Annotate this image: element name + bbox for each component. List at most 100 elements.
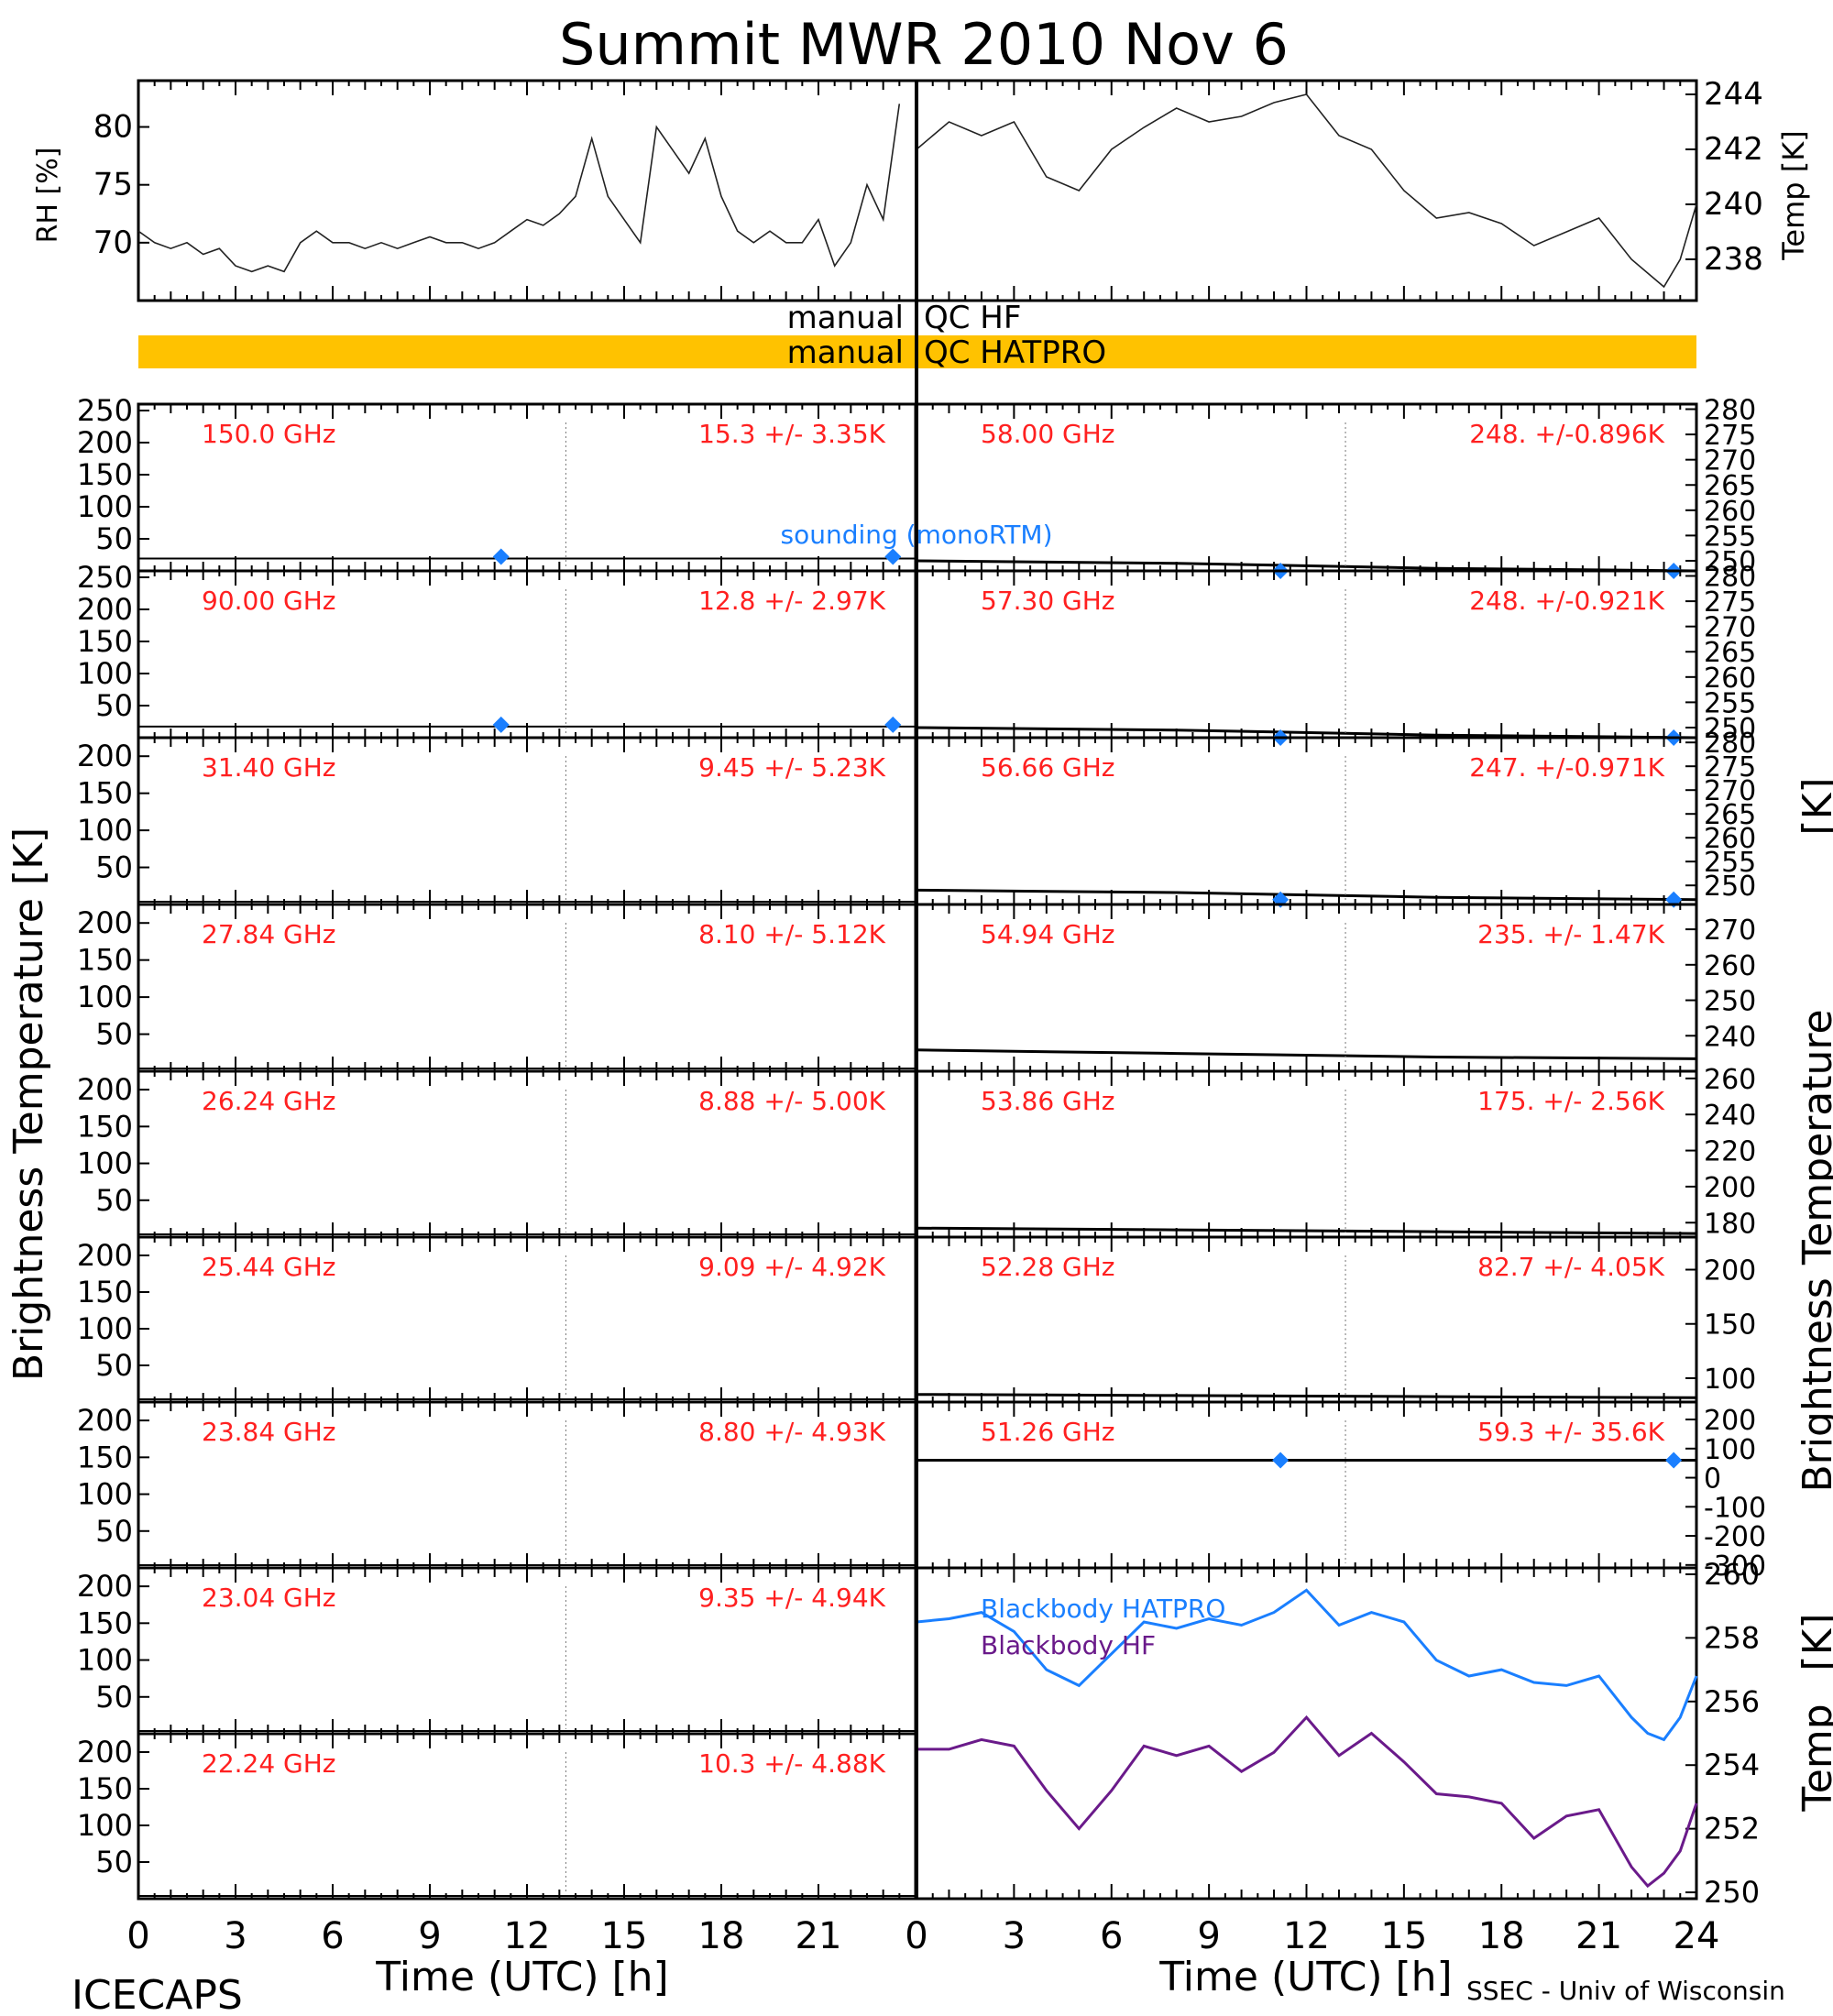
rh-ytick-label: 75 bbox=[93, 167, 133, 203]
bottom-axes: 0 0 3 3 6 6 9 9 12 12 15 15 18 18 21 21 24 bbox=[126, 81, 1719, 1957]
left-panel-ytick-label: 50 bbox=[95, 1348, 133, 1383]
blackbody-line-hatpro bbox=[916, 1588, 1698, 1742]
blackbody-ytick-label: 258 bbox=[1704, 1620, 1760, 1655]
right-panel-freq: 58.00 GHz bbox=[981, 419, 1115, 449]
right-panel-ytick-label: 260 bbox=[1704, 663, 1756, 695]
x-tick-label-right: 3 bbox=[1003, 1915, 1026, 1957]
right-panel-ytick-label: 270 bbox=[1704, 612, 1756, 644]
left-panel-ytick-label: 50 bbox=[95, 1514, 133, 1549]
x-tick-label-right: 12 bbox=[1283, 1915, 1330, 1957]
x-tick-label-left: 3 bbox=[224, 1915, 247, 1957]
blackbody-legend-hatpro: Blackbody HATPRO bbox=[981, 1594, 1225, 1624]
temp-top-label: Temp [K] bbox=[1776, 130, 1811, 260]
right-bt-label: Brightness Temperature bbox=[1795, 1009, 1833, 1492]
temp-ytick-label: 240 bbox=[1704, 186, 1763, 223]
rh-ytick-label: 70 bbox=[93, 225, 133, 261]
left-panel-ytick-label: 150 bbox=[77, 943, 133, 978]
right-panel-trace bbox=[916, 1048, 1697, 1060]
left-panel-stat: 10.3 +/- 4.88K bbox=[698, 1748, 885, 1779]
right-panel-ytick-label: 280 bbox=[1704, 395, 1756, 427]
left-panel-ytick-label: 200 bbox=[77, 739, 133, 773]
left-panel-freq: 23.04 GHz bbox=[202, 1583, 336, 1613]
right-panel-ytick-label: 200 bbox=[1704, 1172, 1756, 1204]
right-panel-trace bbox=[916, 888, 1697, 902]
left-panel-ytick-label: 250 bbox=[77, 560, 133, 595]
left-panel-stat: 9.45 +/- 5.23K bbox=[698, 752, 885, 783]
qc-hf-left: manual bbox=[787, 300, 904, 336]
left-panel-freq: 31.40 GHz bbox=[202, 752, 336, 783]
left-panel-ytick-label: 150 bbox=[77, 1771, 133, 1806]
blackbody-line-hf bbox=[916, 1715, 1698, 1889]
x-tick-label-left: 12 bbox=[504, 1915, 551, 1957]
qc-hatpro-left: manual bbox=[787, 334, 904, 371]
right-panel-ytick-label: 150 bbox=[1704, 1309, 1756, 1342]
rh-ytick-label: 80 bbox=[93, 109, 133, 146]
x-tick-label-right: 24 bbox=[1674, 1915, 1720, 1957]
blackbody-ytick-label: 252 bbox=[1704, 1812, 1760, 1846]
left-panel-stat: 12.8 +/- 2.97K bbox=[698, 586, 885, 616]
left-panel-stat: 8.88 +/- 5.00K bbox=[698, 1086, 885, 1116]
temp-bottom-label: Temp bbox=[1795, 1704, 1833, 1812]
left-bt-label: Brightness Temperature [K] bbox=[5, 827, 52, 1381]
left-panel-ytick-label: 150 bbox=[77, 1440, 133, 1474]
temp-ytick-label: 244 bbox=[1704, 76, 1763, 113]
right-panel-ytick-label: 240 bbox=[1704, 1100, 1756, 1132]
left-sounding-point bbox=[492, 716, 510, 733]
x-tick-label-right: 15 bbox=[1380, 1915, 1427, 1957]
right-panel-freq: 54.94 GHz bbox=[981, 919, 1115, 949]
right-panel-freq: 57.30 GHz bbox=[981, 586, 1115, 616]
left-panel-ytick-label: 250 bbox=[77, 393, 133, 428]
blackbody-ytick-label: 250 bbox=[1704, 1875, 1760, 1910]
rh-line bbox=[137, 104, 901, 273]
left-panel-ytick-label: 200 bbox=[77, 1735, 133, 1769]
left-panel-ytick-label: 100 bbox=[77, 1311, 133, 1346]
blackbody-ytick-label: 260 bbox=[1704, 1557, 1760, 1592]
left-panel-stat: 8.10 +/- 5.12K bbox=[698, 919, 885, 949]
x-tick-label-right: 21 bbox=[1575, 1915, 1622, 1957]
temp-line bbox=[916, 93, 1697, 289]
left-panel-stat: 8.80 +/- 4.93K bbox=[698, 1417, 885, 1447]
left-panel-ytick-label: 200 bbox=[77, 425, 133, 460]
right-panel-ytick-label: 265 bbox=[1704, 470, 1756, 502]
right-panel-stat: 82.7 +/- 4.05K bbox=[1477, 1252, 1664, 1282]
x-tick-label-left: 15 bbox=[601, 1915, 648, 1957]
right-panel-ytick-label: 200 bbox=[1704, 1255, 1756, 1287]
left-panel-ytick-label: 200 bbox=[77, 1569, 133, 1604]
right-panel-ytick-label: 255 bbox=[1704, 520, 1756, 553]
left-panel-ytick-label: 150 bbox=[77, 1605, 133, 1640]
left-panel-ytick-label: 100 bbox=[77, 489, 133, 524]
right-panel-ytick-label: 275 bbox=[1704, 751, 1756, 783]
right-bt-unit: [K] bbox=[1795, 777, 1833, 835]
left-panel-ytick-label: 200 bbox=[77, 1403, 133, 1438]
left-panel-ytick-label: 50 bbox=[95, 1183, 133, 1218]
footer-icecaps: ICECAPS bbox=[71, 1972, 243, 2016]
x-tick-label-right: 18 bbox=[1478, 1915, 1525, 1957]
right-panel-stat: 248. +/-0.921K bbox=[1469, 586, 1664, 616]
left-panel-ytick-label: 100 bbox=[77, 1477, 133, 1512]
right-panel-ytick-label: 275 bbox=[1704, 420, 1756, 452]
right-panel-ytick-label: 280 bbox=[1704, 728, 1756, 760]
left-panel-stat: 9.35 +/- 4.94K bbox=[698, 1583, 885, 1613]
right-panel-ytick-label: 250 bbox=[1704, 713, 1756, 745]
right-panel-ytick-label: -300 bbox=[1704, 1550, 1766, 1583]
left-panel-ytick-label: 50 bbox=[95, 1017, 133, 1052]
right-panel-ytick-label: 100 bbox=[1704, 1364, 1756, 1396]
right-panel-ytick-label: 250 bbox=[1704, 986, 1756, 1018]
left-panel-ytick-label: 150 bbox=[77, 1109, 133, 1144]
footer-xlabel-left: Time (UTC) [h] bbox=[375, 1954, 668, 2000]
left-panel-freq: 90.00 GHz bbox=[202, 586, 336, 616]
left-sounding-point bbox=[884, 548, 902, 565]
left-panel-ytick-label: 150 bbox=[77, 1275, 133, 1309]
right-panel-ytick-label: 240 bbox=[1704, 1021, 1756, 1053]
right-panel-ytick-label: 265 bbox=[1704, 799, 1756, 831]
right-panel-ytick-label: 0 bbox=[1704, 1463, 1721, 1496]
right-panel-ytick-label: 260 bbox=[1704, 823, 1756, 855]
blackbody-ytick-label: 256 bbox=[1704, 1684, 1760, 1719]
left-sounding-point bbox=[884, 716, 902, 733]
blackbody-ytick-label: 254 bbox=[1704, 1748, 1760, 1782]
left-panel-ytick-label: 200 bbox=[77, 1238, 133, 1273]
blackbody-panel: 250 252 254 256 258 260 Blackbody HATPRO Blackb… bbox=[915, 1557, 1760, 1910]
left-panel-freq: 25.44 GHz bbox=[202, 1252, 336, 1282]
